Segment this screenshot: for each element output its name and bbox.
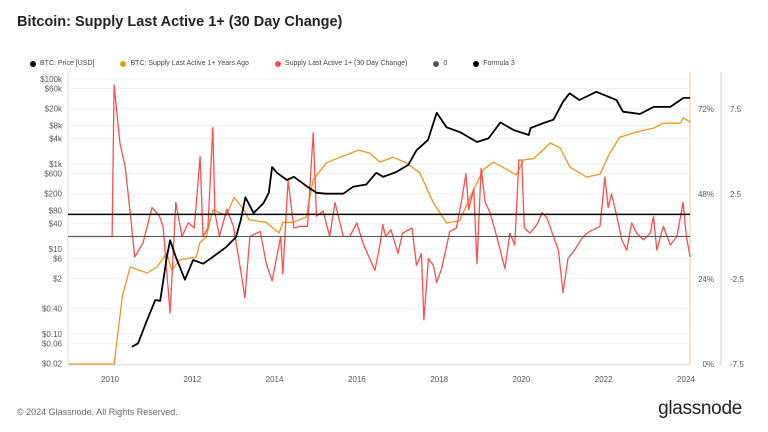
x-tick-label: 2014	[266, 375, 284, 384]
legend-dot	[120, 60, 127, 67]
y-tick-label: $6	[53, 254, 62, 263]
legend-label: BTC: Supply Last Active 1+ Years Ago	[130, 60, 249, 67]
y-tick-label: $8k	[49, 122, 63, 131]
legend-dot	[30, 60, 36, 67]
glassnode-logo: glassnode	[658, 398, 742, 419]
legend-item-formula[interactable]: Formula 3	[473, 60, 515, 67]
y-tick-label: $200	[44, 190, 62, 199]
change-series-line	[68, 84, 691, 321]
x-tick-label: 2020	[513, 375, 531, 384]
change-tick-label: 2.5	[730, 190, 742, 199]
legend-item-supply[interactable]: BTC: Supply Last Active 1+ Years Ago	[120, 60, 249, 67]
legend-item-zero[interactable]: 0	[433, 60, 447, 67]
y-tick-label: $10	[49, 245, 63, 254]
y-tick-label: $0.06	[42, 339, 63, 348]
y-tick-label: $2	[53, 275, 62, 284]
change-tick-label: 7.5	[730, 105, 742, 114]
chart-title: Bitcoin: Supply Last Active 1+ (30 Day C…	[17, 14, 343, 30]
y-tick-label: $80	[49, 207, 63, 216]
y-tick-label: $600	[44, 169, 62, 178]
y-tick-label: $1k	[49, 160, 63, 169]
legend-dot	[274, 60, 281, 67]
legend-label: 0	[443, 60, 448, 67]
legend-dot	[433, 60, 440, 67]
legend-label: Supply Last Active 1+ (30 Day Change)	[284, 60, 408, 67]
pct-tick-label: 72%	[698, 105, 714, 114]
x-tick-label: 2022	[595, 375, 613, 384]
copyright: © 2024 Glassnode. All Rights Reserved.	[17, 407, 178, 417]
change-tick-label: -7.5	[730, 360, 744, 369]
x-tick-label: 2012	[183, 375, 201, 384]
y-tick-label: $60k	[45, 84, 63, 93]
x-tick-label: 2018	[430, 375, 448, 384]
change-tick-label: -2.5	[730, 275, 744, 284]
pct-tick-label: 24%	[698, 275, 714, 284]
legend-label: Formula 3	[483, 60, 515, 67]
y-tick-label: $0.10	[42, 330, 63, 339]
x-tick-label: 2024	[677, 375, 695, 384]
y-tick-label: $40	[49, 219, 63, 228]
legend: BTC: Price [USD] BTC: Supply Last Active…	[30, 60, 541, 67]
y-tick-label: $0.02	[42, 360, 63, 369]
price-series-line	[131, 90, 691, 348]
supply-series-line	[68, 117, 691, 365]
pct-tick-label: 48%	[698, 190, 714, 199]
y-tick-label: $0.40	[42, 304, 63, 313]
y-tick-label: $4k	[49, 134, 63, 143]
x-tick-label: 2010	[101, 375, 119, 384]
legend-label: BTC: Price [USD]	[40, 60, 95, 67]
y-tick-label: $100k	[40, 75, 63, 84]
legend-item-price[interactable]: BTC: Price [USD]	[30, 60, 94, 67]
legend-dot	[473, 60, 480, 67]
y-tick-label: $20k	[45, 105, 63, 114]
pct-tick-label: 0%	[702, 360, 714, 369]
legend-item-change[interactable]: Supply Last Active 1+ (30 Day Change)	[274, 60, 408, 67]
x-tick-label: 2016	[348, 375, 366, 384]
